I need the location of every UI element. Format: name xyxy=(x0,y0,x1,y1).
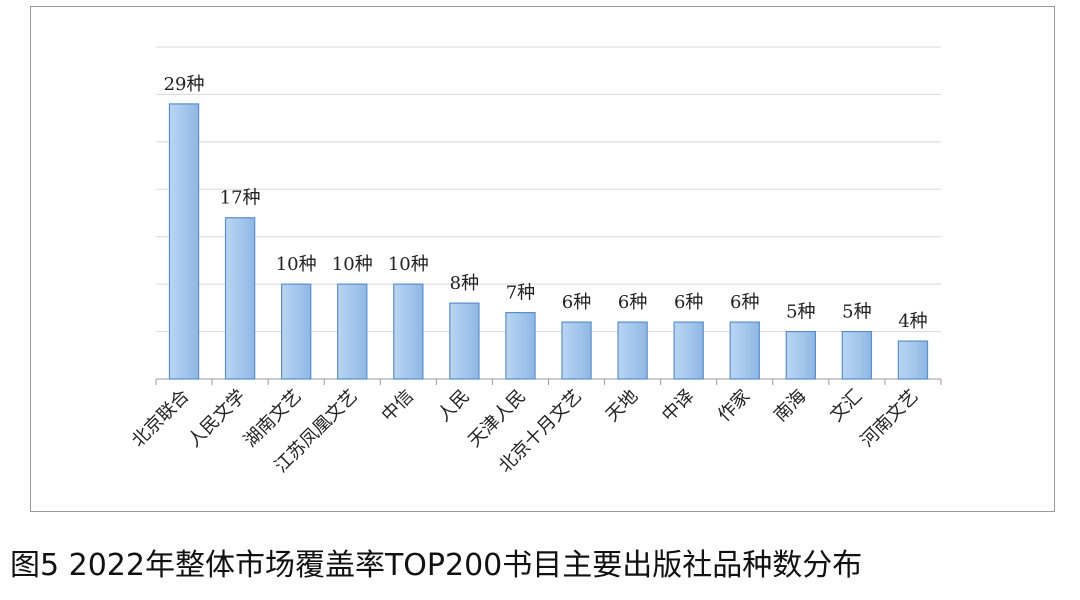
bar xyxy=(224,217,256,380)
data-label: 10种 xyxy=(276,254,317,275)
data-label: 29种 xyxy=(164,74,205,95)
figure-caption: 图5 2022年整体市场覆盖率TOP200书目主要出版社品种数分布 xyxy=(10,548,863,583)
data-label: 6种 xyxy=(674,292,703,313)
bar xyxy=(449,302,480,380)
data-label: 5种 xyxy=(842,302,871,323)
bar xyxy=(281,283,312,380)
bar xyxy=(337,283,368,380)
x-tick-label: 人民 xyxy=(434,386,474,426)
bar xyxy=(393,283,424,380)
bar xyxy=(785,330,817,380)
x-tick-label: 作家 xyxy=(714,386,754,426)
x-tick-label: 文汇 xyxy=(826,386,866,426)
data-label: 6种 xyxy=(730,292,759,313)
data-label: 17种 xyxy=(220,188,261,209)
x-tick-label: 北京联合 xyxy=(128,386,194,452)
x-tick-label: 南海 xyxy=(770,386,810,426)
x-tick-label: 中译 xyxy=(658,386,698,426)
x-tick-label: 河南文艺 xyxy=(857,386,923,452)
x-tick-label: 中信 xyxy=(378,386,418,426)
bar xyxy=(505,312,536,380)
x-tick-label: 人民文学 xyxy=(184,386,250,452)
bar xyxy=(841,330,873,380)
data-label: 10种 xyxy=(388,254,429,275)
bar xyxy=(729,321,760,380)
data-label: 10种 xyxy=(332,254,373,275)
chart-frame: 29种 17种 10种 10种 10种 8种 7种 6种 6种 6种 6种 5种 5种 4种 北京联合 人民… xyxy=(30,6,1055,512)
bar xyxy=(617,321,648,380)
bar xyxy=(897,340,929,380)
bar xyxy=(168,103,200,380)
data-label: 6种 xyxy=(562,292,591,313)
data-label: 8种 xyxy=(450,273,479,294)
x-tick-label: 天地 xyxy=(602,386,642,426)
data-label: 7种 xyxy=(506,283,535,304)
bar xyxy=(673,321,704,380)
data-label: 5种 xyxy=(786,302,815,323)
data-label: 6种 xyxy=(618,292,647,313)
data-label: 4种 xyxy=(898,311,927,332)
bar xyxy=(561,321,592,380)
